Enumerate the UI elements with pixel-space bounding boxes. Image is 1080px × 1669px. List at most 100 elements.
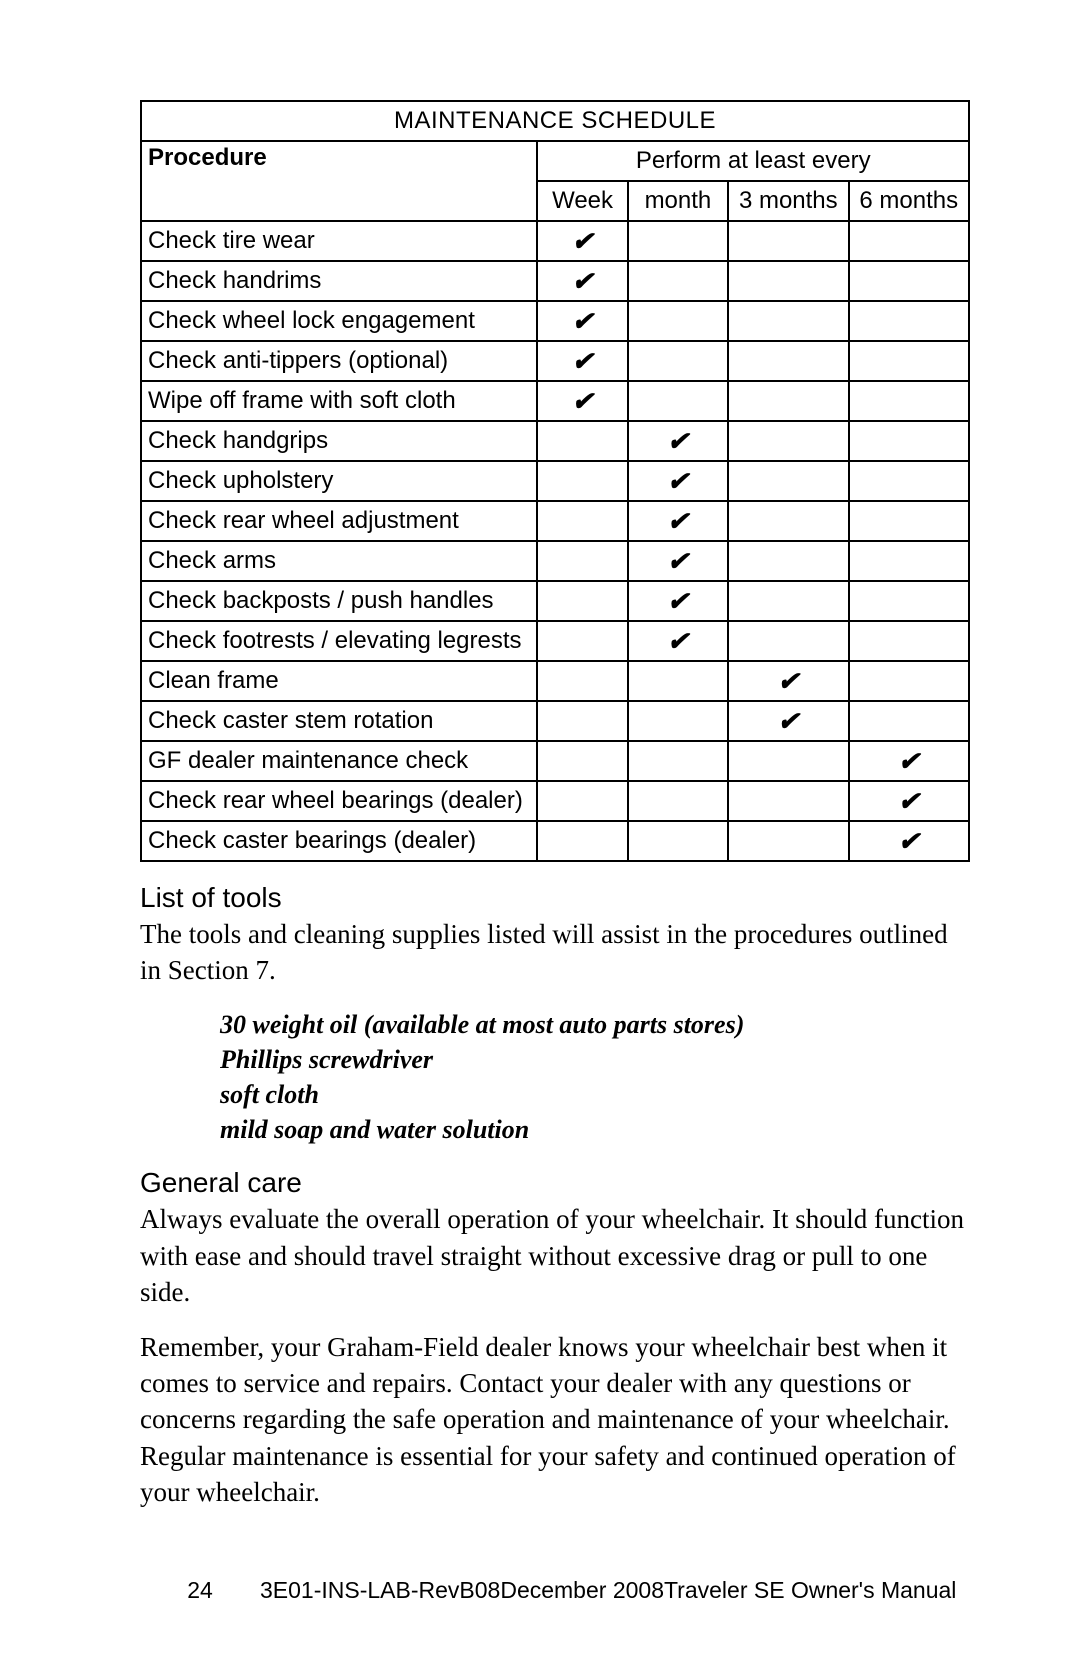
interval-cell — [628, 341, 728, 381]
interval-cell: ✔ — [537, 341, 627, 381]
interval-cell — [628, 661, 728, 701]
interval-cell — [849, 381, 969, 421]
check-icon: ✔ — [667, 466, 689, 496]
interval-cell — [728, 461, 848, 501]
interval-cell — [849, 501, 969, 541]
perform-header: Perform at least every — [537, 141, 969, 181]
interval-cell: ✔ — [728, 661, 848, 701]
interval-header-month: month — [628, 181, 728, 221]
interval-cell — [537, 621, 627, 661]
table-row: Check backposts / push handles ✔ — [141, 581, 969, 621]
procedure-cell: GF dealer maintenance check — [141, 741, 537, 781]
interval-cell — [849, 461, 969, 501]
table-row: Check handgrips ✔ — [141, 421, 969, 461]
interval-cell: ✔ — [537, 301, 627, 341]
interval-cell — [849, 701, 969, 741]
interval-cell — [849, 661, 969, 701]
tool-item: mild soap and water solution — [220, 1112, 970, 1147]
interval-cell — [628, 741, 728, 781]
table-row: Check caster bearings (dealer)✔ — [141, 821, 969, 861]
interval-cell: ✔ — [628, 421, 728, 461]
check-icon: ✔ — [667, 546, 689, 576]
interval-cell — [628, 221, 728, 261]
tool-item: 30 weight oil (available at most auto pa… — [220, 1007, 970, 1042]
check-icon: ✔ — [777, 666, 799, 696]
maintenance-schedule-table: MAINTENANCE SCHEDULE Procedure Perform a… — [140, 100, 970, 862]
table-row: Wipe off frame with soft cloth✔ — [141, 381, 969, 421]
interval-cell — [849, 341, 969, 381]
interval-cell: ✔ — [728, 701, 848, 741]
interval-cell — [537, 501, 627, 541]
procedure-cell: Clean frame — [141, 661, 537, 701]
interval-cell: ✔ — [628, 581, 728, 621]
table-row: Check anti-tippers (optional)✔ — [141, 341, 969, 381]
table-row: Check footrests / elevating legrests ✔ — [141, 621, 969, 661]
table-row: Check rear wheel adjustment✔ — [141, 501, 969, 541]
interval-cell — [849, 621, 969, 661]
interval-cell — [537, 821, 627, 861]
interval-cell: ✔ — [628, 501, 728, 541]
check-icon: ✔ — [898, 826, 920, 856]
check-icon: ✔ — [898, 746, 920, 776]
procedure-cell: Check arms — [141, 541, 537, 581]
procedure-cell: Check handgrips — [141, 421, 537, 461]
table-row: GF dealer maintenance check ✔ — [141, 741, 969, 781]
check-icon: ✔ — [572, 386, 594, 416]
page-container: MAINTENANCE SCHEDULE Procedure Perform a… — [0, 0, 1080, 1669]
interval-cell: ✔ — [849, 741, 969, 781]
interval-cell — [537, 461, 627, 501]
check-icon: ✔ — [667, 586, 689, 616]
check-icon: ✔ — [572, 266, 594, 296]
interval-header-3months: 3 months — [728, 181, 848, 221]
general-care-p1: Always evaluate the overall operation of… — [140, 1201, 970, 1310]
table-title: MAINTENANCE SCHEDULE — [141, 101, 969, 141]
interval-cell — [728, 821, 848, 861]
table-row: Check caster stem rotation ✔ — [141, 701, 969, 741]
page-footer: 24 3E01-INS-LAB-RevB08December 2008Trave… — [140, 1577, 970, 1604]
table-row: Check arms ✔ — [141, 541, 969, 581]
interval-cell: ✔ — [537, 261, 627, 301]
interval-cell: ✔ — [628, 461, 728, 501]
interval-cell — [628, 301, 728, 341]
interval-cell — [728, 541, 848, 581]
tool-item: soft cloth — [220, 1077, 970, 1112]
general-care-heading: General care — [140, 1167, 970, 1199]
interval-cell — [849, 421, 969, 461]
check-icon: ✔ — [777, 706, 799, 736]
interval-cell — [728, 621, 848, 661]
interval-cell: ✔ — [537, 221, 627, 261]
interval-cell — [849, 261, 969, 301]
interval-cell — [537, 581, 627, 621]
interval-cell — [728, 341, 848, 381]
procedure-cell: Check backposts / push handles — [141, 581, 537, 621]
interval-cell — [728, 581, 848, 621]
procedure-cell: Check tire wear — [141, 221, 537, 261]
procedure-cell: Check caster stem rotation — [141, 701, 537, 741]
interval-cell — [728, 261, 848, 301]
interval-cell — [728, 421, 848, 461]
table-row: Check rear wheel bearings (dealer)✔ — [141, 781, 969, 821]
procedure-cell: Check footrests / elevating legrests — [141, 621, 537, 661]
interval-cell — [728, 781, 848, 821]
check-icon: ✔ — [667, 426, 689, 456]
table-row: Check wheel lock engagement✔ — [141, 301, 969, 341]
general-care-p2: Remember, your Graham-Field dealer knows… — [140, 1329, 970, 1511]
interval-cell — [849, 301, 969, 341]
interval-cell — [537, 421, 627, 461]
interval-cell — [537, 741, 627, 781]
interval-cell — [728, 501, 848, 541]
table-row: Clean frame ✔ — [141, 661, 969, 701]
interval-cell — [849, 541, 969, 581]
interval-cell — [537, 541, 627, 581]
interval-cell: ✔ — [628, 621, 728, 661]
interval-cell — [537, 781, 627, 821]
interval-cell — [849, 221, 969, 261]
interval-cell — [628, 701, 728, 741]
check-icon: ✔ — [572, 306, 594, 336]
interval-cell — [628, 381, 728, 421]
interval-cell: ✔ — [628, 541, 728, 581]
interval-cell — [728, 741, 848, 781]
doc-info: 3E01-INS-LAB-RevB08December 2008Traveler… — [260, 1577, 970, 1604]
interval-header-week: Week — [537, 181, 627, 221]
tool-list: 30 weight oil (available at most auto pa… — [220, 1007, 970, 1147]
